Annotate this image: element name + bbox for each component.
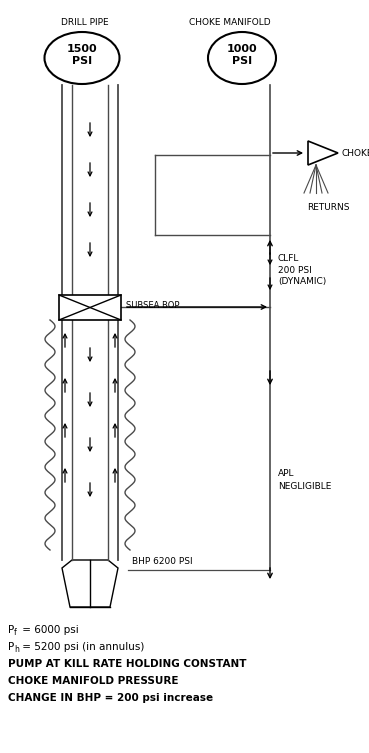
Text: BHP 6200 PSI: BHP 6200 PSI — [132, 557, 193, 566]
Text: = 6000 psi: = 6000 psi — [19, 625, 79, 635]
Text: RETURNS: RETURNS — [307, 203, 349, 212]
Text: PUMP AT KILL RATE HOLDING CONSTANT: PUMP AT KILL RATE HOLDING CONSTANT — [8, 659, 246, 669]
Text: CHOKE MANIFOLD: CHOKE MANIFOLD — [189, 18, 271, 27]
Text: f: f — [14, 628, 17, 637]
Text: P: P — [8, 625, 14, 635]
Bar — [59, 295, 121, 320]
Text: CHOKE MANIFOLD PRESSURE: CHOKE MANIFOLD PRESSURE — [8, 676, 179, 686]
Text: P: P — [8, 642, 14, 652]
Text: 1000
PSI: 1000 PSI — [227, 44, 257, 66]
Text: h: h — [14, 645, 19, 654]
Text: CHOKE: CHOKE — [341, 148, 369, 157]
Text: = 5200 psi (in annulus): = 5200 psi (in annulus) — [19, 642, 144, 652]
Text: DRILL PIPE: DRILL PIPE — [61, 18, 109, 27]
Text: SUBSEA BOP: SUBSEA BOP — [126, 300, 179, 309]
Text: APL
NEGLIGIBLE: APL NEGLIGIBLE — [278, 469, 331, 491]
Text: 1500
PSI: 1500 PSI — [67, 44, 97, 66]
Polygon shape — [62, 560, 118, 607]
Text: CHANGE IN BHP = 200 psi increase: CHANGE IN BHP = 200 psi increase — [8, 693, 213, 703]
Text: CLFL
200 PSI
(DYNAMIC): CLFL 200 PSI (DYNAMIC) — [278, 254, 326, 286]
